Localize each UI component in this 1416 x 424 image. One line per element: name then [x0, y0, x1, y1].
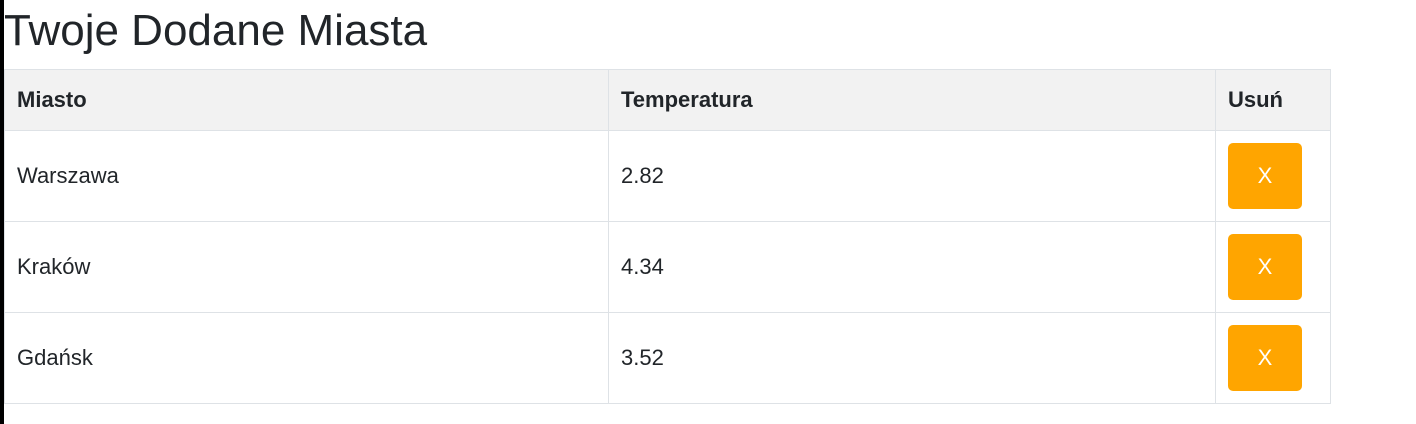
column-header-temperature: Temperatura	[608, 69, 1216, 131]
table-header: Miasto Temperatura Usuń	[4, 69, 1331, 131]
remove-city-button[interactable]: X	[1228, 325, 1302, 391]
table-body: Warszawa 2.82 X Kraków 4.34 X Gdańsk 3.5…	[4, 130, 1331, 404]
table-row: Kraków 4.34 X	[4, 221, 1331, 313]
remove-cell: X	[1215, 312, 1331, 404]
column-header-remove: Usuń	[1215, 69, 1331, 131]
temperature-cell: 3.52	[608, 312, 1216, 404]
remove-city-button[interactable]: X	[1228, 143, 1302, 209]
window-left-edge	[0, 0, 4, 424]
table-row: Warszawa 2.82 X	[4, 130, 1331, 222]
table-header-row: Miasto Temperatura Usuń	[4, 69, 1331, 131]
remove-city-button[interactable]: X	[1228, 234, 1302, 300]
city-cell: Gdańsk	[4, 312, 609, 404]
table-row: Gdańsk 3.52 X	[4, 312, 1331, 404]
remove-cell: X	[1215, 221, 1331, 313]
column-header-city: Miasto	[4, 69, 609, 131]
cities-table: Miasto Temperatura Usuń Warszawa 2.82 X …	[4, 69, 1331, 404]
remove-cell: X	[1215, 130, 1331, 222]
page-title: Twoje Dodane Miasta	[4, 6, 428, 55]
temperature-cell: 2.82	[608, 130, 1216, 222]
temperature-cell: 4.34	[608, 221, 1216, 313]
city-cell: Kraków	[4, 221, 609, 313]
city-cell: Warszawa	[4, 130, 609, 222]
